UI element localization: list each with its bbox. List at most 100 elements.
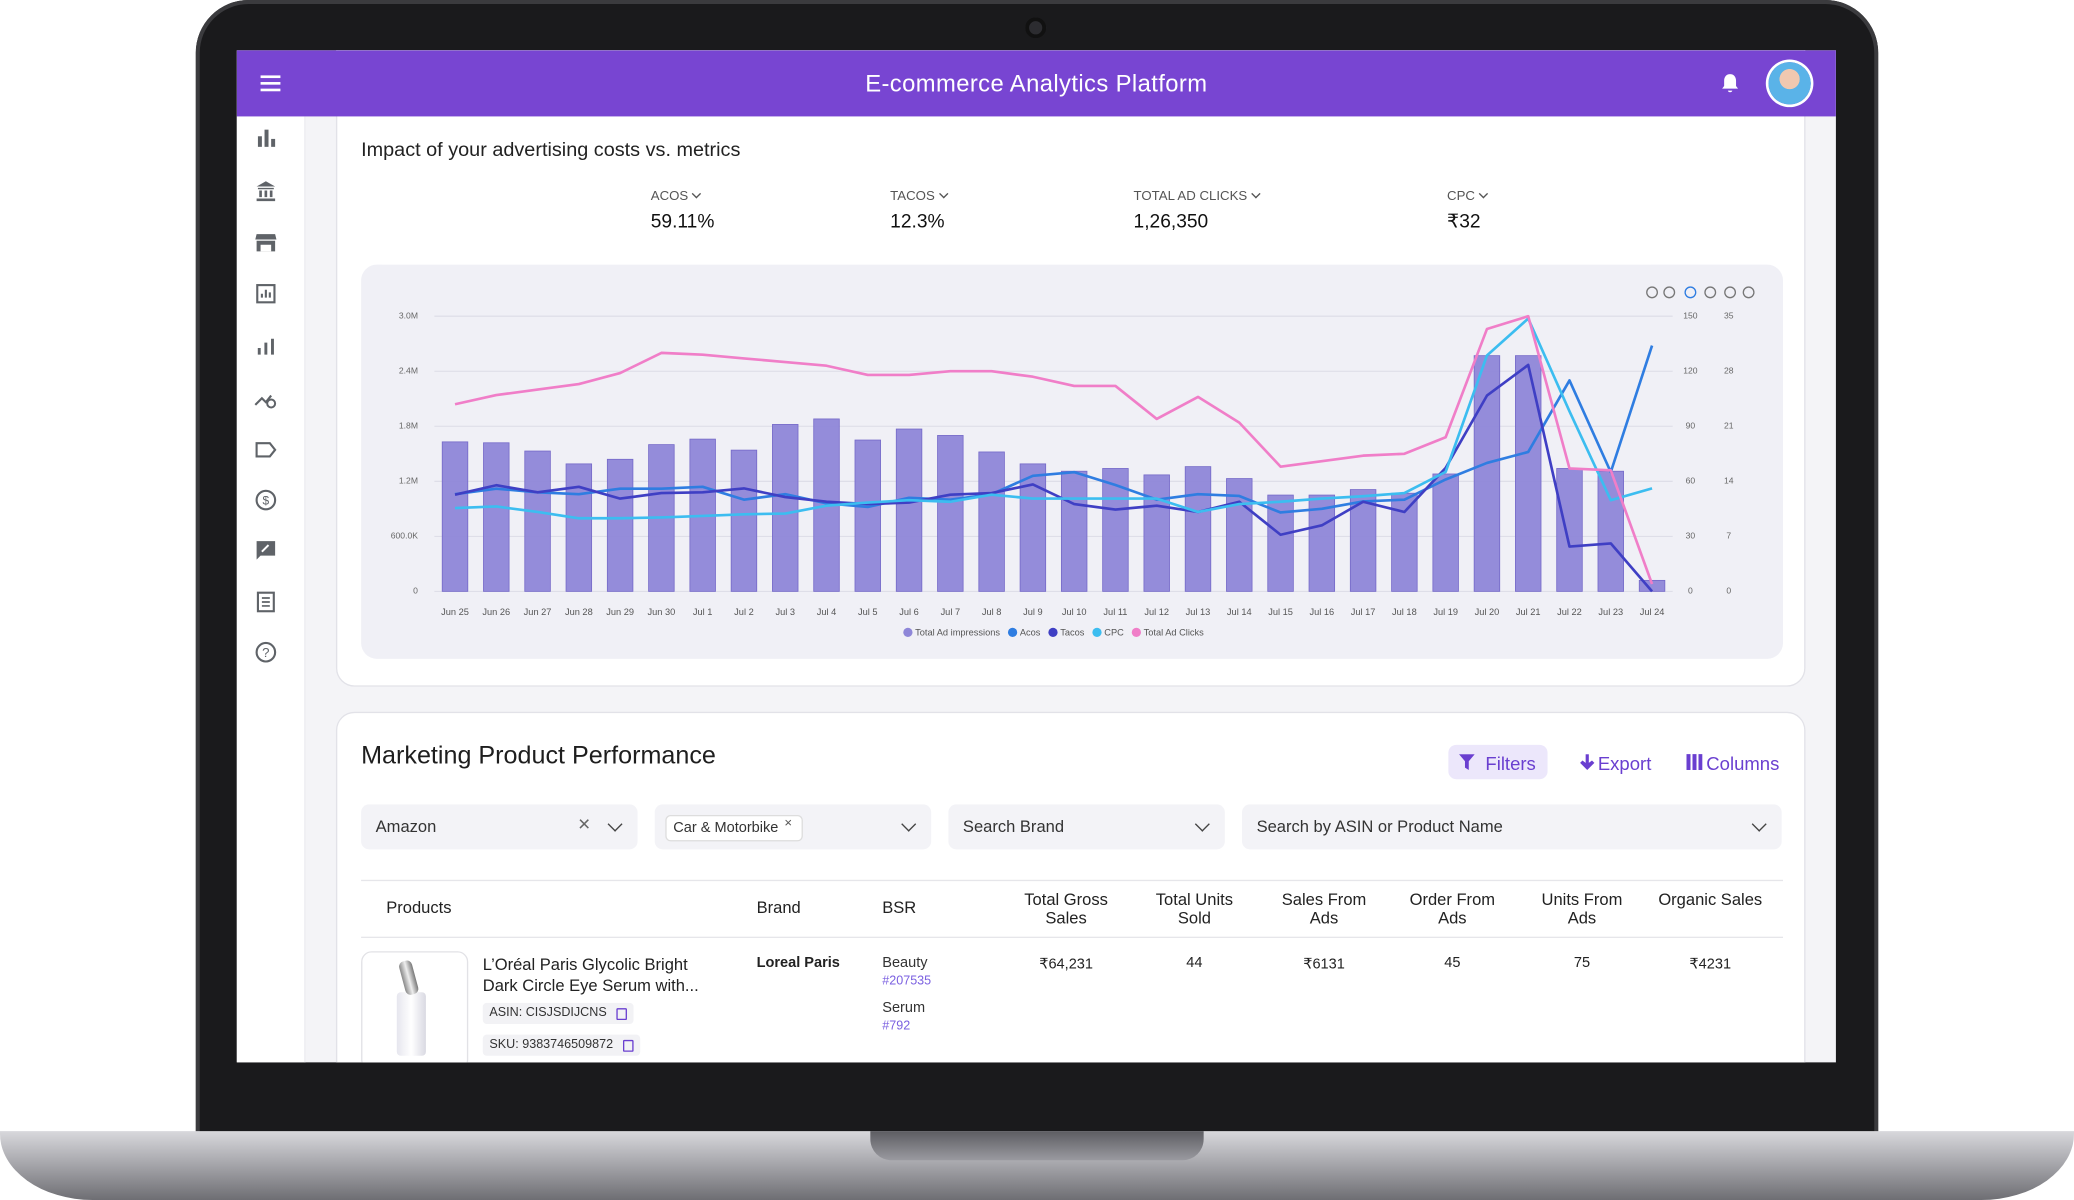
metric-label[interactable]: TOTAL AD CLICKS [1133,189,1248,204]
action-label[interactable]: Export [1597,752,1652,774]
y3-tick-label: 28 [1724,365,1734,375]
bar [1556,468,1583,592]
app-title: E-commerce Analytics Platform [865,70,1208,97]
chart-tool-zoom-in[interactable] [1646,286,1659,299]
metric-value: ₹32 [1447,211,1481,233]
chevron-icon [1478,189,1489,199]
chevron-icon [1751,816,1767,832]
bar [565,463,593,592]
y3-tick-label: 21 [1724,421,1734,431]
x-tick-label: Jul 18 [1392,607,1417,617]
user-avatar[interactable] [1768,62,1811,105]
bar [1515,355,1542,592]
nav-icon[interactable] [254,438,278,462]
camera [1025,17,1047,39]
bar [772,424,799,592]
action-label[interactable]: Filters [1485,752,1536,774]
legend-swatch [903,627,913,638]
product-bottle [396,992,426,1056]
product-name[interactable]: L’Oréal Paris Glycolic Bright Dark Circl… [482,955,699,995]
legend-label[interactable]: Total Ad impressions [915,627,1000,637]
bar [524,450,551,592]
chart-tool-reset[interactable] [1724,286,1737,299]
legend-label[interactable]: Tacos [1060,627,1085,637]
metric-label[interactable]: CPC [1447,189,1475,204]
chart-tool-zoom-out[interactable] [1663,286,1676,299]
x-tick-label: Jul 19 [1433,607,1458,617]
chevron-icon [692,189,702,199]
x-tick-label: Jun 25 [441,607,469,617]
metric-label[interactable]: TACOS [890,189,935,204]
bar [441,441,469,592]
legend-label[interactable]: Total Ad Clicks [1144,627,1205,637]
notification-bell[interactable] [1720,73,1741,94]
bsr-category: Serum [882,1000,926,1017]
column-header[interactable]: Units From Ads [1541,890,1623,928]
legend: Total Ad impressions Acos Tacos CPC Total Ad… [903,627,1204,637]
y2-tick-label: 60 [1686,476,1696,486]
action-label[interactable]: Columns [1706,752,1780,774]
chart-tool-pan[interactable] [1704,286,1717,299]
copy-button[interactable] [622,1039,633,1052]
bar [1226,478,1253,592]
x-tick-label: Jun 26 [482,607,510,617]
bar [1143,474,1170,592]
filter-dropdown[interactable]: Search Brand [948,804,1225,850]
column-header[interactable]: Total Units Sold [1155,890,1233,928]
nav-icon[interactable] [254,590,278,614]
x-tick-label: Jun 30 [648,607,676,617]
nav-icon[interactable]: $ [254,488,278,512]
chart-tool-zoom[interactable] [1684,286,1697,299]
x-tick-label: Jul 21 [1516,607,1541,617]
column-header[interactable]: Products [386,898,452,917]
y-tick-label: 1.8M [399,421,418,431]
menu-button[interactable] [260,75,281,92]
chip-remove[interactable]: × [784,816,793,831]
column-header[interactable]: Total Gross Sales [1024,890,1108,928]
chart-tool-menu[interactable] [1742,286,1755,299]
ad-card: Impact of your advertising costs vs. met… [335,50,1806,687]
filter-dropdown[interactable]: Amazon × [361,804,638,850]
sku-chip: SKU: 9383746509872 [482,1034,640,1056]
clear-button[interactable]: × [578,813,591,837]
bsr-rank[interactable]: #792 [882,1018,911,1034]
filter-dropdown[interactable]: Car & Motorbike × [654,804,932,850]
table-divider [361,879,1783,882]
table-cell: 75 [1573,955,1591,972]
nav-icon[interactable] [254,230,278,254]
nav-icon[interactable] [254,126,278,150]
column-header[interactable]: Organic Sales [1658,890,1763,909]
bar [483,442,510,592]
x-tick-label: Jul 15 [1268,607,1293,617]
column-header[interactable]: Sales From Ads [1281,890,1367,928]
svg-text:?: ? [262,645,269,660]
legend-label[interactable]: CPC [1104,627,1124,637]
nav-icon[interactable] [254,282,278,306]
nav-icon[interactable]: ? [254,640,278,664]
app-header: E-commerce Analytics Platform [236,50,1836,117]
nav-icon[interactable] [254,335,278,359]
column-header[interactable]: BSR [882,898,917,917]
y2-tick-label: 90 [1686,421,1696,431]
column-header[interactable]: Brand [756,898,801,917]
nav-icon[interactable] [254,388,278,412]
x-tick-label: Jul 10 [1062,607,1087,617]
y2-tick-label: 30 [1686,531,1696,541]
y-tick-label: 2.4M [399,365,418,375]
copy-button[interactable] [615,1008,627,1021]
nav-icon[interactable] [254,538,278,562]
y-tick-label: 0 [413,586,418,596]
metric-label[interactable]: ACOS [650,189,689,204]
bar [937,435,964,592]
line-series [454,345,1654,514]
nav-icon[interactable] [254,179,278,203]
table-divider [361,936,1783,939]
legend-label[interactable]: Acos [1020,627,1041,637]
x-tick-label: Jul 5 [858,607,878,617]
legend-swatch [1007,627,1018,638]
column-header[interactable]: Order From Ads [1409,890,1496,928]
x-tick-label: Jul 20 [1475,607,1500,617]
filter-dropdown[interactable]: Search by ASIN or Product Name [1242,804,1782,850]
asin-chip: ASIN: CISJSDIJCNS [482,1002,634,1025]
bsr-rank[interactable]: #207535 [882,973,932,989]
